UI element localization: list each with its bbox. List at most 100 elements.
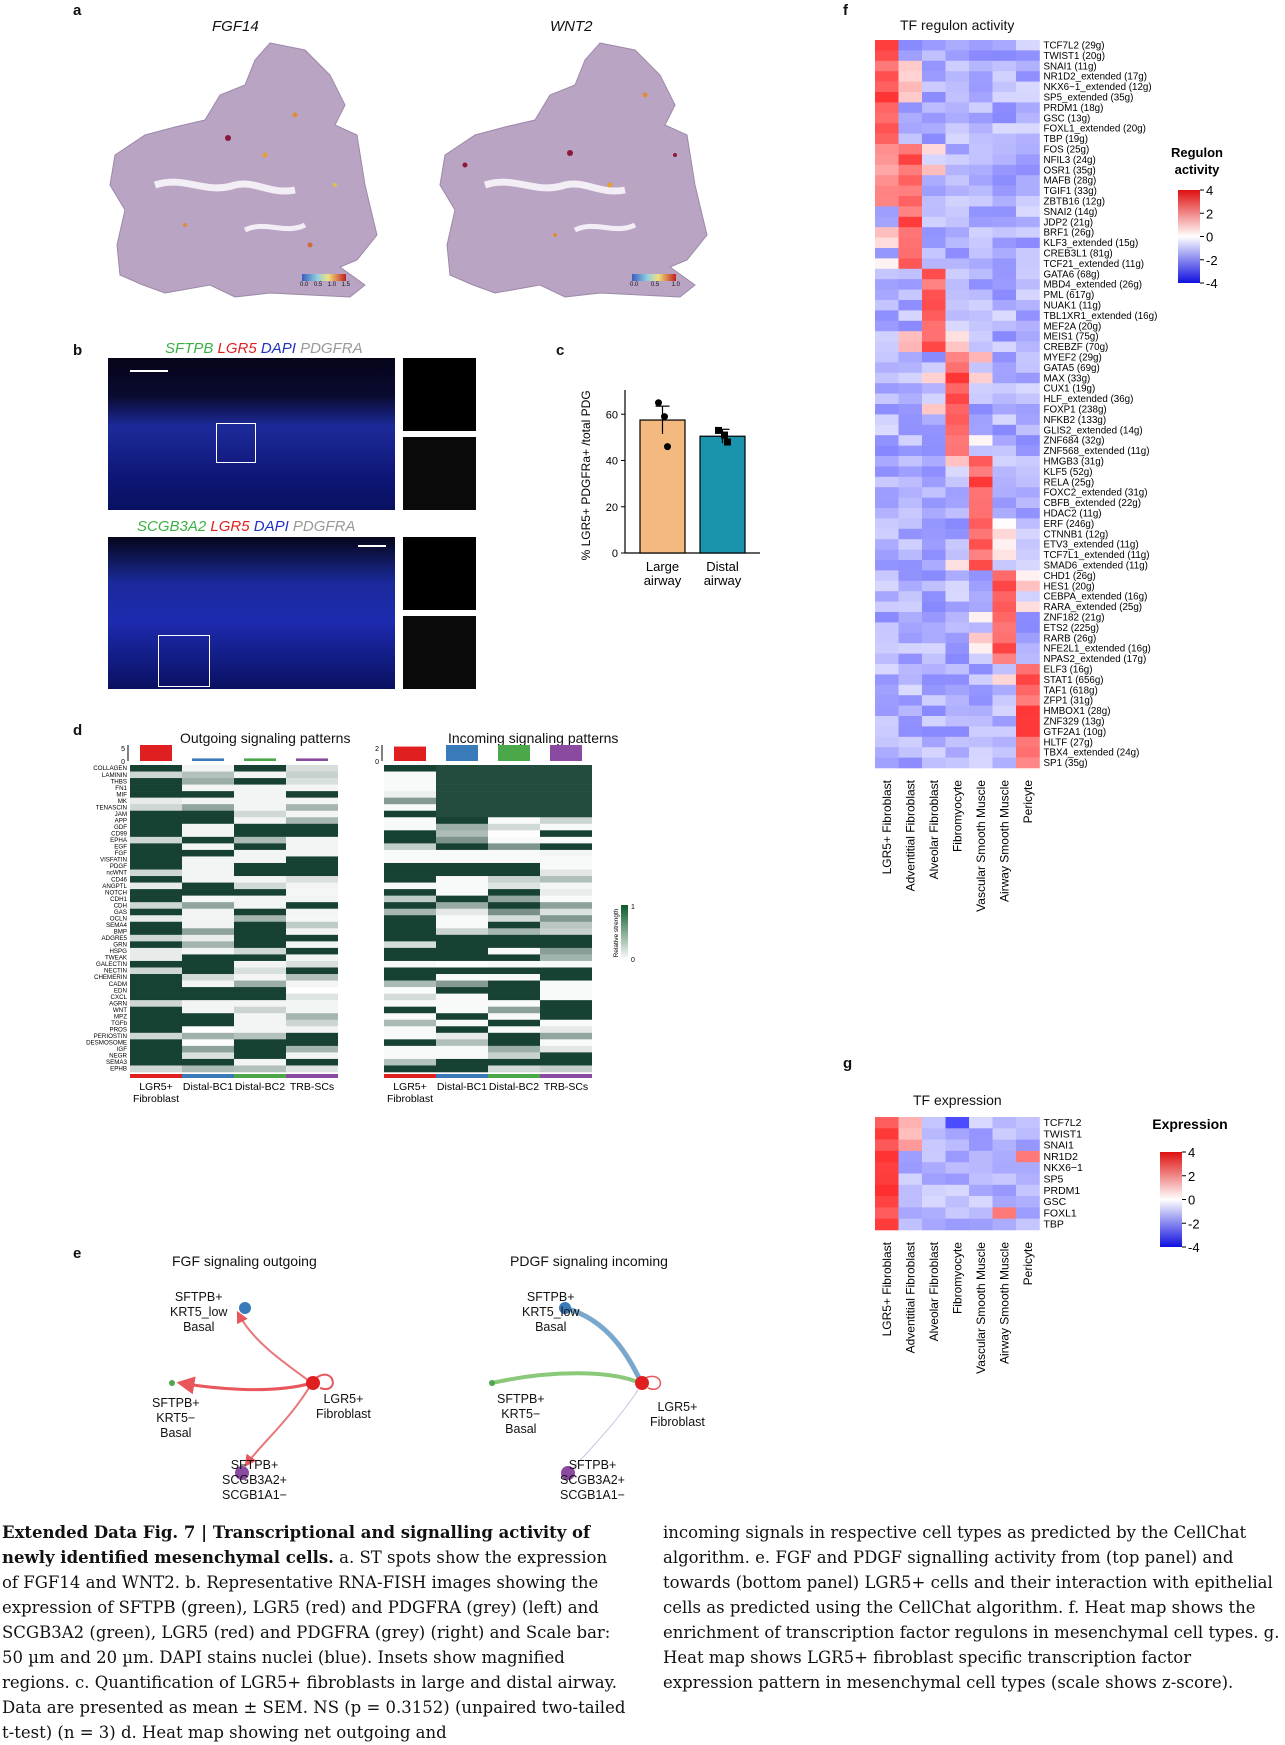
row-label: HSPG <box>109 948 127 955</box>
heat-cell <box>1016 81 1040 93</box>
label-scgb-r: SFTPB+ SCGB3A2+ SCGB1A1− <box>560 1458 625 1503</box>
heat-cell <box>182 1000 234 1007</box>
heat-cell <box>1016 747 1040 758</box>
row-label: ANGPTL <box>102 883 127 890</box>
y-tick-label: 60 <box>606 409 618 421</box>
heat-cell <box>286 934 338 942</box>
heat-cell <box>969 372 993 384</box>
heat-cell <box>969 414 993 426</box>
row-label: NFIL3 (24g) <box>1044 155 1096 166</box>
heat-cell <box>1016 476 1040 488</box>
heat-cell <box>488 849 540 857</box>
panel-label-a: a <box>73 2 82 19</box>
heat-cell <box>130 1000 182 1007</box>
heat-cell <box>922 154 946 166</box>
heat-cell <box>875 736 899 748</box>
heat-cell <box>969 476 993 488</box>
row-label: ELF3 (16g) <box>1044 665 1093 676</box>
heat-cell <box>992 144 1017 155</box>
heat-cell <box>234 1000 286 1007</box>
heat-cell <box>384 1013 436 1021</box>
top-bar-2 <box>244 758 276 761</box>
heat-cell <box>898 726 923 738</box>
heat-cell <box>286 856 338 864</box>
heat-cell <box>875 414 899 426</box>
row-label: JDP2 (21g) <box>1044 217 1094 228</box>
fish-stain-label: SFTPB <box>165 340 218 357</box>
heat-cell <box>436 784 488 792</box>
heat-cell <box>436 1065 488 1073</box>
edge-pdgf-basal-neg <box>491 1371 641 1385</box>
heat-cell <box>875 40 899 51</box>
heat-cell <box>234 1026 286 1034</box>
heat-cell <box>1016 383 1040 394</box>
signaling-heatmaps-d: 1050LGR5+FibroblastDistal-BC1Distal-BC2T… <box>86 745 635 1105</box>
heat-cell <box>969 1184 993 1197</box>
legend-tick: 0 <box>1188 1193 1195 1208</box>
heat-cell <box>969 601 993 613</box>
heat-cell <box>182 843 234 851</box>
top-tick: 0 <box>375 759 379 766</box>
heat-cell <box>384 817 436 825</box>
heat-cell <box>898 1218 923 1231</box>
heat-cell <box>922 570 946 582</box>
row-label: HLF_extended (36g) <box>1044 394 1134 405</box>
heat-cell <box>436 941 488 949</box>
row-label: ZNF329 (13g) <box>1044 717 1105 728</box>
heat-cell <box>969 705 993 717</box>
column-label: Fibroblast <box>133 1093 179 1105</box>
heat-cell <box>945 1196 970 1208</box>
heat-cell <box>922 206 946 218</box>
heat-cell <box>969 1207 993 1219</box>
heat-cell <box>1016 456 1040 467</box>
heat-cell <box>875 487 899 498</box>
row-label: MEIS1 (75g) <box>1044 332 1099 343</box>
heat-cell <box>130 974 182 981</box>
heat-cell <box>1016 341 1040 353</box>
heat-cell <box>945 456 970 467</box>
expression-title: TF expression <box>913 1092 1002 1108</box>
row-label: CXCL <box>110 994 127 1001</box>
heat-cell <box>436 934 488 942</box>
colorbar-a-left <box>302 274 346 281</box>
heat-cell <box>234 967 286 975</box>
heat-cell <box>130 810 182 818</box>
heat-cell <box>992 92 1017 103</box>
row-label: CD46 <box>111 876 127 883</box>
heat-cell <box>969 757 993 769</box>
column-label: Fibromyocyte <box>950 780 964 852</box>
heat-cell <box>234 804 286 812</box>
line: Basal <box>535 1320 567 1334</box>
heat-cell <box>875 393 899 405</box>
heat-cell <box>875 435 899 446</box>
heat-cell <box>488 960 540 968</box>
heat-cell <box>992 424 1017 436</box>
heat-cell <box>945 424 970 436</box>
heat-cell <box>969 1218 993 1231</box>
heat-cell <box>384 934 436 942</box>
legend-tick: 0 <box>1206 230 1213 245</box>
heat-cell <box>234 849 286 857</box>
row-label: TBP (19g) <box>1044 134 1088 145</box>
heat-cell <box>875 476 899 488</box>
row-label: GSC (13g) <box>1044 113 1091 124</box>
heat-cell <box>488 1052 540 1060</box>
row-label: FOXC2_extended (31g) <box>1044 488 1148 499</box>
heat-cell <box>488 934 540 942</box>
heat-cell <box>182 895 234 903</box>
heat-cell <box>992 185 1017 197</box>
heat-cell <box>922 518 946 530</box>
heat-cell <box>992 487 1017 498</box>
heat-cell <box>898 123 923 134</box>
heat-cell <box>436 823 488 831</box>
legend-title: Regulon <box>1171 145 1223 160</box>
label-basal-neg-l: SFTPB+ KRT5− Basal <box>152 1396 200 1441</box>
heat-cell <box>875 268 899 280</box>
heat-cell <box>875 664 899 675</box>
heat-cell <box>945 372 970 384</box>
heat-cell <box>1016 684 1040 696</box>
heat-cell <box>540 1006 592 1014</box>
heat-cell <box>922 258 946 270</box>
heat-cell <box>234 928 286 936</box>
heat-cell <box>488 889 540 896</box>
